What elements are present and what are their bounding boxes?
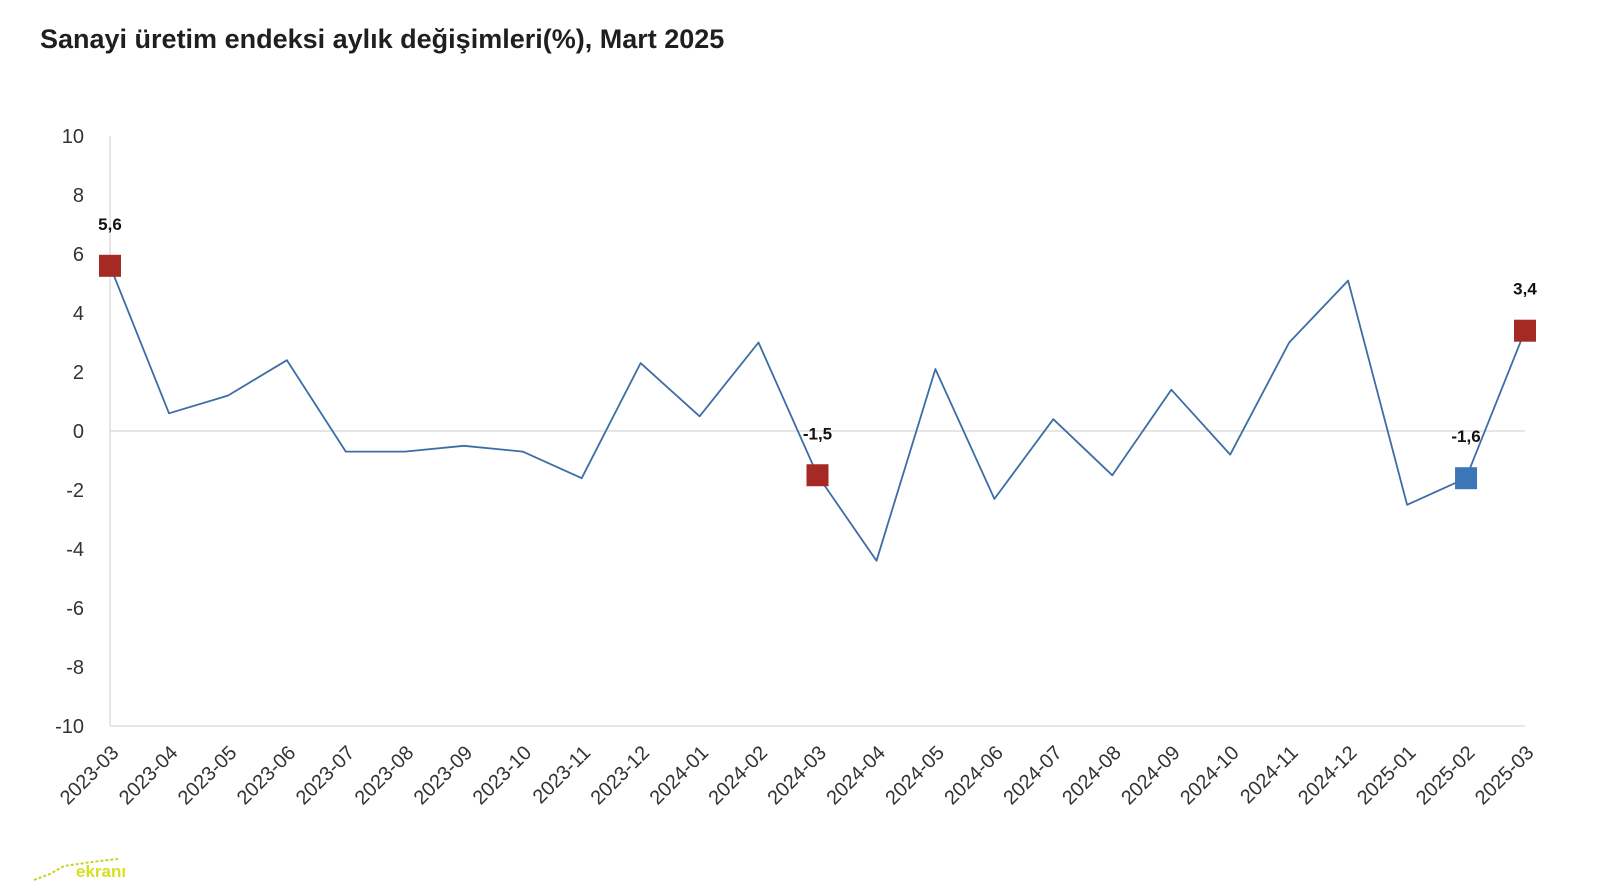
chart-title: Sanayi üretim endeksi aylık değişimleri(… bbox=[40, 24, 725, 54]
x-tick-label: 2024-06 bbox=[940, 742, 1007, 809]
chart-axes bbox=[109, 136, 1525, 727]
highlight-marker bbox=[806, 464, 829, 487]
highlight-marker bbox=[1455, 467, 1478, 490]
y-tick-label: -4 bbox=[66, 539, 84, 561]
data-label: -1,5 bbox=[803, 424, 832, 443]
x-tick-label: 2024-02 bbox=[705, 742, 772, 809]
x-tick-label: 2023-07 bbox=[292, 742, 359, 809]
x-tick-label: 2025-02 bbox=[1412, 742, 1479, 809]
x-tick-label: 2024-04 bbox=[822, 742, 889, 809]
x-tick-label: 2025-03 bbox=[1471, 742, 1538, 809]
x-tick-label: 2024-07 bbox=[999, 742, 1066, 809]
y-axis-ticks: 10 8 6 4 2 0 -2 -4 -6 -8 -10 bbox=[55, 126, 84, 738]
y-tick-label: -8 bbox=[66, 657, 84, 679]
logo-text: ekranı bbox=[76, 862, 127, 881]
x-tick-label: 2023-10 bbox=[469, 742, 536, 809]
series-line bbox=[109, 265, 1526, 562]
x-tick-label: 2023-03 bbox=[56, 742, 123, 809]
highlight-marker bbox=[99, 254, 121, 277]
series-group bbox=[109, 265, 1526, 562]
y-tick-label: -6 bbox=[66, 598, 84, 620]
x-tick-label: 2025-01 bbox=[1353, 742, 1420, 809]
y-tick-label: -10 bbox=[55, 716, 84, 738]
y-tick-label: 0 bbox=[73, 421, 84, 443]
x-tick-label: 2023-11 bbox=[529, 742, 595, 808]
data-label: 3,4 bbox=[1513, 280, 1537, 299]
y-tick-label: 4 bbox=[73, 303, 84, 325]
x-axis-ticks: 2023-032023-042023-052023-062023-072023-… bbox=[56, 742, 1538, 809]
x-tick-label: 2023-12 bbox=[587, 742, 654, 809]
highlight-markers: 5,6 -1,5 -1,6 3,4 bbox=[98, 215, 1537, 490]
y-tick-label: 6 bbox=[73, 244, 84, 266]
x-tick-label: 2024-01 bbox=[646, 742, 713, 809]
x-tick-label: 2023-04 bbox=[115, 742, 182, 809]
x-tick-label: 2023-09 bbox=[410, 742, 477, 809]
x-tick-label: 2024-08 bbox=[1058, 742, 1125, 809]
x-tick-label: 2023-08 bbox=[351, 742, 418, 809]
x-tick-label: 2024-11 bbox=[1236, 742, 1302, 808]
y-tick-label: -2 bbox=[66, 480, 84, 502]
y-tick-label: 8 bbox=[73, 185, 84, 207]
y-tick-label: 10 bbox=[62, 126, 84, 148]
y-tick-label: 2 bbox=[73, 362, 84, 384]
x-tick-label: 2023-05 bbox=[174, 742, 241, 809]
logo-icon bbox=[33, 858, 119, 881]
x-tick-label: 2024-12 bbox=[1294, 742, 1361, 809]
x-tick-label: 2023-06 bbox=[233, 742, 300, 809]
data-label: 5,6 bbox=[98, 215, 122, 234]
x-tick-label: 2024-10 bbox=[1176, 742, 1243, 809]
x-tick-label: 2024-03 bbox=[763, 742, 830, 809]
x-tick-label: 2024-05 bbox=[881, 742, 948, 809]
highlight-marker bbox=[1514, 319, 1536, 342]
data-label: -1,6 bbox=[1451, 427, 1480, 446]
x-tick-label: 2024-09 bbox=[1117, 742, 1184, 809]
